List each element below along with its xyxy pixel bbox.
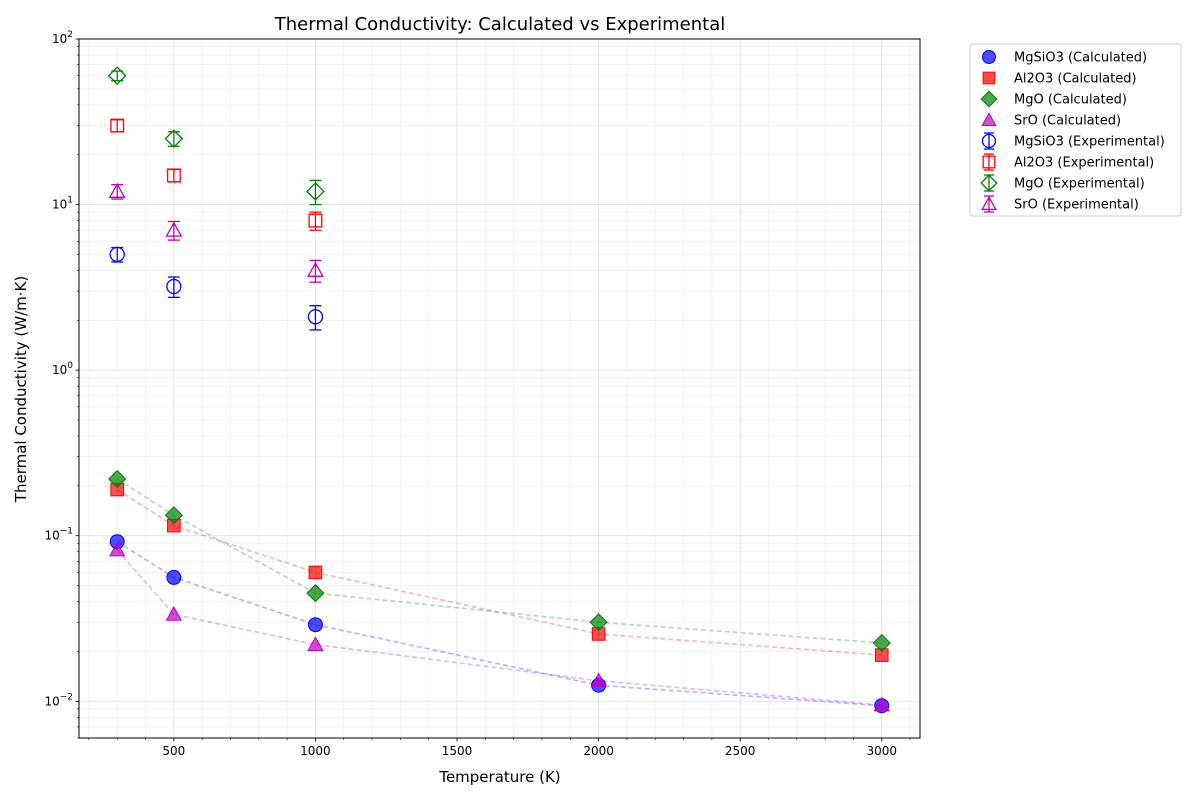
legend-label: SrO (Experimental) <box>1014 198 1139 213</box>
data-point <box>306 182 325 201</box>
data-point <box>873 696 890 712</box>
legend-marker <box>982 155 996 169</box>
data-point <box>308 565 323 580</box>
series-layer <box>107 66 891 714</box>
data-point <box>110 118 125 133</box>
data-point <box>164 129 184 149</box>
minor-grid <box>79 39 920 739</box>
legend-box <box>969 43 1182 217</box>
y-tick-label: 101 <box>52 196 73 212</box>
y-axis-label: Thermal Conductivity (W/m·K) <box>12 276 30 503</box>
data-point <box>166 168 181 183</box>
data-point <box>306 584 325 603</box>
data-point <box>108 469 127 489</box>
data-point <box>307 309 324 325</box>
legend-marker <box>982 71 996 85</box>
x-tick-label: 1500 <box>442 744 473 758</box>
data-point <box>589 613 608 632</box>
legend-label: MgO (Calculated) <box>1014 93 1127 108</box>
data-point <box>109 246 125 263</box>
y-tick-label: 100 <box>52 361 73 377</box>
y-tick-label: 10−1 <box>44 527 73 543</box>
legend-label: MgO (Experimental) <box>1014 177 1145 192</box>
data-point <box>165 221 183 237</box>
legend-label: Al2O3 (Experimental) <box>1014 156 1154 171</box>
legend-label: Al2O3 (Calculated) <box>1014 72 1137 87</box>
x-tick-label: 1000 <box>300 744 331 758</box>
y-axis: 10−2 10−1 100 101 102 <box>44 30 79 739</box>
data-point <box>166 569 182 585</box>
legend: MgSiO3 (Calculated) Al2O3 (Calculated) MgO… <box>969 43 1182 217</box>
x-axis-label: Temperature (K) <box>438 768 560 786</box>
plot-frame <box>78 38 921 739</box>
legend-marker <box>980 174 998 192</box>
plot-area <box>79 39 920 738</box>
x-tick-label: 3000 <box>866 744 897 758</box>
data-point <box>108 182 126 198</box>
data-point <box>166 278 182 295</box>
data-point <box>306 261 324 277</box>
data-point <box>164 506 183 525</box>
data-point <box>590 672 607 688</box>
x-tick-label: 2000 <box>583 744 614 758</box>
data-point <box>109 541 126 557</box>
x-axis: 500 1000 1500 2000 2500 3000 <box>88 738 911 758</box>
data-point <box>107 66 127 86</box>
legend-marker <box>982 50 996 64</box>
legend-label: MgSiO3 (Experimental) <box>1014 135 1165 150</box>
legend-items: MgSiO3 (Calculated) Al2O3 (Calculated) MgO… <box>980 50 1165 213</box>
legend-marker <box>981 112 997 126</box>
x-tick-label: 500 <box>162 744 185 758</box>
chart-title: Thermal Conductivity: Calculated vs Expe… <box>274 14 725 35</box>
data-point <box>307 617 323 633</box>
legend-label: MgSiO3 (Calculated) <box>1014 51 1147 66</box>
series-line <box>116 549 882 706</box>
x-tick-label: 2500 <box>725 744 756 758</box>
legend-marker <box>981 195 997 211</box>
data-point <box>872 633 891 653</box>
legend-marker <box>980 90 998 108</box>
legend-marker <box>981 133 997 149</box>
y-tick-label: 10−2 <box>44 692 73 708</box>
data-point <box>307 636 324 651</box>
legend-label: SrO (Calculated) <box>1014 114 1121 129</box>
y-tick-label: 102 <box>52 30 73 46</box>
data-point <box>165 605 183 621</box>
data-point <box>308 213 323 228</box>
